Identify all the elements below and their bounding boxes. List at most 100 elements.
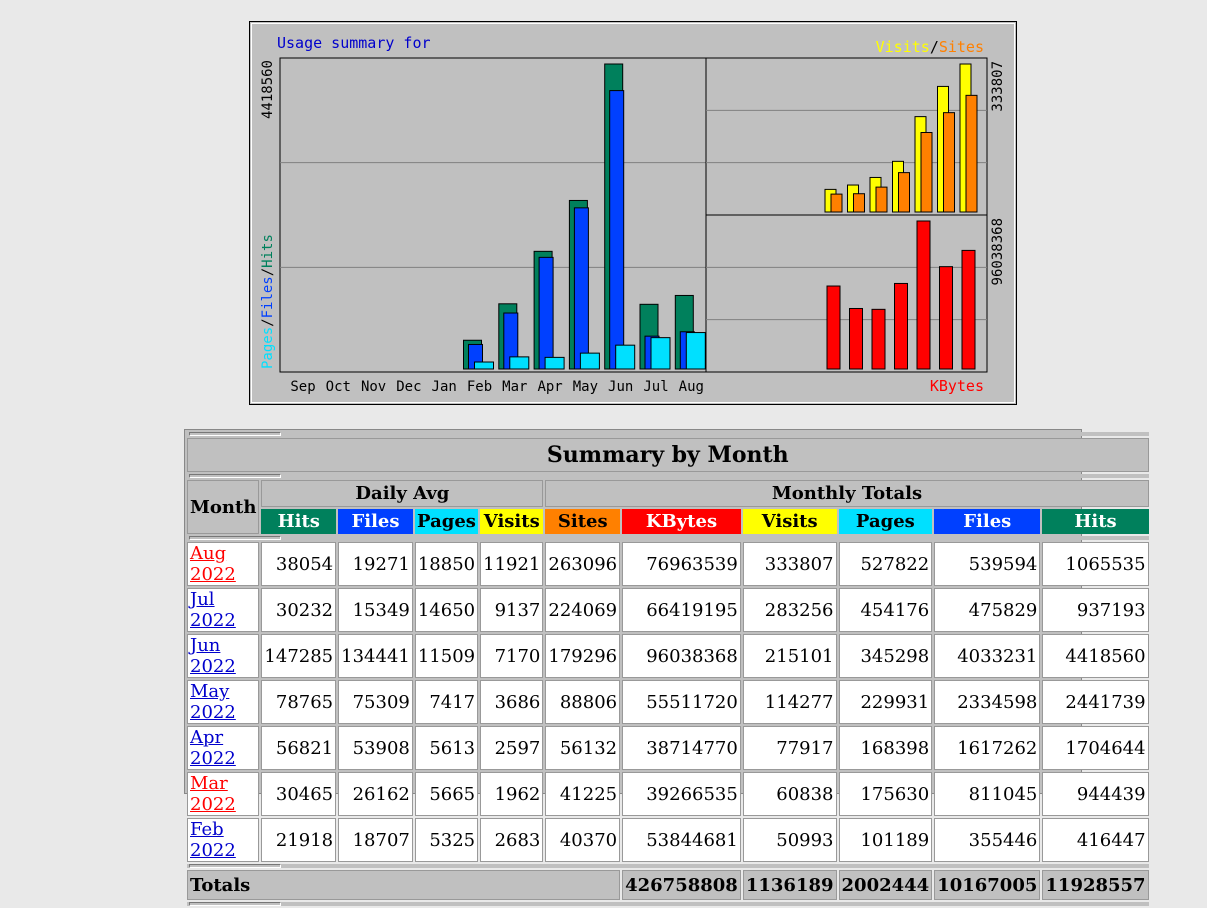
table-row: Jun 2022 147285 134441 11509 7170 179296 96038…	[187, 634, 1149, 678]
month-link[interactable]: Jul 2022	[190, 589, 236, 631]
value-cell: 9137	[480, 588, 544, 632]
value-cell: 88806	[545, 680, 621, 724]
value-cell: 333807	[742, 542, 837, 586]
value-cell: 345298	[838, 634, 933, 678]
value-cell: 30465	[261, 772, 337, 816]
value-cell: 5613	[414, 726, 479, 770]
table-row: May 2022 78765 75309 7417 3686 88806 55511720 1…	[187, 680, 1149, 724]
y-label-part: Hits	[260, 234, 276, 268]
files-bar	[573, 207, 589, 370]
value-cell: 4418560	[1042, 634, 1149, 678]
right-legend: Visits/Sites	[876, 38, 984, 56]
pages-bar	[685, 332, 706, 370]
x-tick-label: Apr	[537, 379, 562, 395]
summary-table-panel: Summary by Month Month Daily Avg Monthly…	[184, 429, 1149, 906]
month-link[interactable]: Apr 2022	[190, 727, 236, 769]
chart-title: Usage summary for	[277, 34, 431, 52]
value-cell: 1065535	[1042, 542, 1149, 586]
sites-bar	[943, 112, 955, 213]
x-tick-label: Jan	[432, 379, 457, 395]
value-cell: 263096	[545, 542, 621, 586]
month-cell: Feb 2022	[187, 818, 260, 862]
total-pages: 2002444	[838, 870, 933, 900]
monthly-totals-header: Monthly Totals	[545, 480, 1149, 507]
files-bar	[609, 90, 625, 370]
kbytes-bar	[916, 220, 931, 370]
right-bottom-max-label: 96038368	[990, 218, 1006, 285]
month-link[interactable]: May 2022	[190, 681, 236, 723]
col-daily-visits: Visits	[480, 509, 544, 534]
month-cell: Jul 2022	[187, 588, 260, 632]
value-cell: 38054	[261, 542, 337, 586]
value-cell: 76963539	[622, 542, 741, 586]
month-link[interactable]: Feb 2022	[190, 819, 236, 861]
value-cell: 179296	[545, 634, 621, 678]
value-cell: 527822	[838, 542, 933, 586]
total-hits: 11928557	[1042, 870, 1149, 900]
kbytes-label: KBytes	[930, 377, 984, 395]
value-cell: 7170	[480, 634, 544, 678]
value-cell: 454176	[838, 588, 933, 632]
summary-title: Summary by Month	[187, 438, 1149, 472]
value-cell: 944439	[1042, 772, 1149, 816]
x-tick-label: Jun	[608, 379, 633, 395]
value-cell: 96038368	[622, 634, 741, 678]
value-cell: 78765	[261, 680, 337, 724]
x-tick-label: Mar	[502, 379, 527, 395]
value-cell: 134441	[338, 634, 413, 678]
month-cell: Jun 2022	[187, 634, 260, 678]
value-cell: 2334598	[934, 680, 1041, 724]
x-tick-label: Oct	[326, 379, 351, 395]
value-cell: 2597	[480, 726, 544, 770]
value-cell: 475829	[934, 588, 1041, 632]
legend-part: /	[930, 38, 939, 56]
kbytes-bar	[871, 308, 886, 370]
value-cell: 11921	[480, 542, 544, 586]
pages-bar	[650, 337, 671, 370]
table-row: Feb 2022 21918 18707 5325 2683 40370 53844681 5…	[187, 818, 1149, 862]
col-total-hits: Hits	[1042, 509, 1149, 534]
col-total-visits: Visits	[742, 509, 837, 534]
value-cell: 1704644	[1042, 726, 1149, 770]
kbytes-bar	[939, 266, 953, 370]
value-cell: 60838	[742, 772, 837, 816]
left-max-label: 4418560	[260, 60, 276, 119]
value-cell: 101189	[838, 818, 933, 862]
value-cell: 4033231	[934, 634, 1041, 678]
month-link[interactable]: Aug 2022	[190, 543, 236, 585]
pages-bar	[474, 361, 494, 370]
daily-avg-header: Daily Avg	[261, 480, 544, 507]
y-label-part: /	[260, 318, 276, 326]
value-cell: 811045	[934, 772, 1041, 816]
sites-bar	[965, 94, 978, 213]
value-cell: 539594	[934, 542, 1041, 586]
y-label-part: Pages	[260, 327, 276, 369]
y-label-part: /	[260, 268, 276, 276]
value-cell: 75309	[338, 680, 413, 724]
kbytes-bar	[849, 307, 863, 370]
value-cell: 937193	[1042, 588, 1149, 632]
summary-rows: Aug 2022 38054 19271 18850 11921 263096 769635…	[187, 542, 1149, 862]
x-tick-label: Dec	[396, 379, 421, 395]
month-cell: Mar 2022	[187, 772, 260, 816]
value-cell: 14650	[414, 588, 479, 632]
month-link[interactable]: Mar 2022	[190, 773, 236, 815]
table-row: Aug 2022 38054 19271 18850 11921 263096 769635…	[187, 542, 1149, 586]
total-kbytes: 426758808	[622, 870, 741, 900]
col-daily-files: Files	[338, 509, 413, 534]
right-top-max-label: 333807	[990, 61, 1006, 112]
value-cell: 39266535	[622, 772, 741, 816]
totals-row: Totals 426758808 1136189 2002444 1016700…	[187, 870, 1149, 900]
col-total-pages: Pages	[838, 509, 933, 534]
usage-chart: Usage summary for4418560Pages/Files/Hits…	[249, 21, 1017, 405]
value-cell: 224069	[545, 588, 621, 632]
value-cell: 18707	[338, 818, 413, 862]
value-cell: 21918	[261, 818, 337, 862]
month-link[interactable]: Jun 2022	[190, 635, 236, 677]
sites-bar	[898, 172, 910, 213]
chart-layer: Usage summary for4418560Pages/Files/Hits…	[260, 34, 1006, 395]
x-tick-label: Feb	[467, 379, 492, 395]
value-cell: 56132	[545, 726, 621, 770]
table-row: Mar 2022 30465 26162 5665 1962 41225 39266535 6…	[187, 772, 1149, 816]
value-cell: 1617262	[934, 726, 1041, 770]
